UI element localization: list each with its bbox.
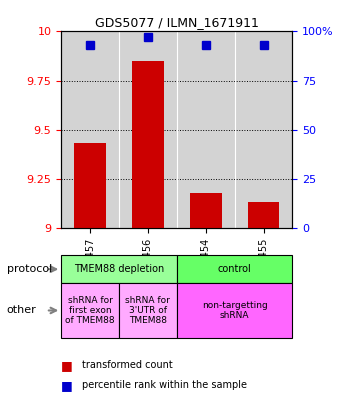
Text: percentile rank within the sample: percentile rank within the sample	[82, 380, 246, 390]
Text: non-targetting
shRNA: non-targetting shRNA	[202, 301, 268, 320]
Bar	[74, 143, 106, 228]
Text: other: other	[7, 305, 36, 316]
Text: protocol: protocol	[7, 264, 52, 274]
Bar	[190, 193, 222, 228]
Text: shRNA for
3'UTR of
TMEM88: shRNA for 3'UTR of TMEM88	[125, 296, 170, 325]
Text: TMEM88 depletion: TMEM88 depletion	[74, 264, 164, 274]
Text: ■: ■	[61, 378, 73, 392]
Text: transformed count: transformed count	[82, 360, 172, 371]
Text: shRNA for
first exon
of TMEM88: shRNA for first exon of TMEM88	[65, 296, 115, 325]
Text: ■: ■	[61, 359, 73, 372]
Text: control: control	[218, 264, 252, 274]
Bar	[132, 61, 164, 228]
Bar	[248, 202, 279, 228]
Title: GDS5077 / ILMN_1671911: GDS5077 / ILMN_1671911	[95, 16, 259, 29]
